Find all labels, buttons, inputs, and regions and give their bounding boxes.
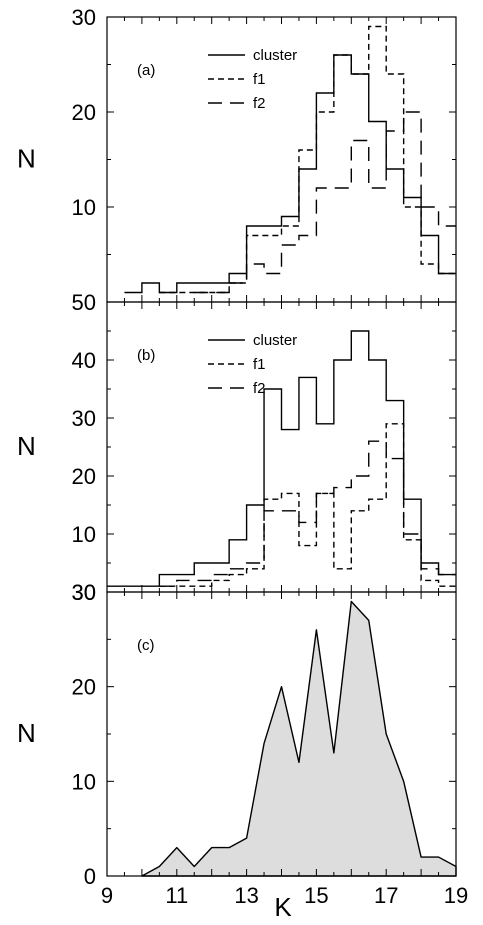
x-tick-label: 11 bbox=[165, 883, 188, 908]
panel-c: 0 10 20 30 N (c) 9 11 13 15 17 19 K bbox=[17, 580, 468, 922]
x-tick-label: 13 bbox=[234, 883, 258, 908]
y-tick-label: 20 bbox=[72, 464, 96, 489]
panel-a: cluster f1 f2 10 20 30 50 N (a) bbox=[17, 5, 457, 315]
legend-label-f1: f1 bbox=[253, 71, 266, 88]
y-axis-title: N bbox=[17, 144, 36, 174]
x-tick-label: 19 bbox=[444, 883, 468, 908]
panel-b: cluster f1 f2 10 20 30 40 30 N (b) bbox=[17, 301, 457, 605]
x-tick-label: 17 bbox=[374, 883, 398, 908]
y-tick-label: 30 bbox=[72, 580, 96, 605]
series-f1 bbox=[159, 25, 456, 294]
x-tick-label: 9 bbox=[101, 883, 113, 908]
panel-label: (b) bbox=[137, 347, 155, 364]
series-cluster bbox=[124, 54, 456, 294]
panel-label: (c) bbox=[137, 637, 155, 654]
panel-label: (a) bbox=[137, 62, 155, 79]
legend-label-f2: f2 bbox=[253, 95, 266, 112]
y-tick-label: 20 bbox=[72, 675, 96, 700]
x-axis-title: K bbox=[274, 892, 292, 922]
y-tick-label: 50 bbox=[72, 290, 96, 315]
y-axis-title: N bbox=[17, 718, 36, 748]
y-axis-title: N bbox=[17, 431, 36, 461]
y-tick-label: 10 bbox=[72, 522, 96, 547]
y-tick-label: 20 bbox=[72, 100, 96, 125]
area-series bbox=[141, 600, 457, 877]
y-tick-label: 30 bbox=[72, 580, 96, 605]
y-tick-label: 30 bbox=[72, 5, 96, 30]
series-f2 bbox=[194, 111, 456, 294]
legend-label-cluster: cluster bbox=[253, 332, 297, 349]
y-tick-label: 10 bbox=[72, 769, 96, 794]
y-tick-label: 0 bbox=[84, 864, 96, 889]
series-f2 bbox=[159, 440, 456, 587]
series-cluster bbox=[107, 330, 456, 587]
legend-label-f2: f2 bbox=[253, 380, 266, 397]
x-tick-label: 15 bbox=[304, 883, 328, 908]
y-tick-label: 40 bbox=[72, 348, 96, 373]
series-f1 bbox=[159, 423, 456, 587]
legend-label-cluster: cluster bbox=[253, 47, 297, 64]
legend-label-f1: f1 bbox=[253, 356, 266, 373]
y-tick-label: 30 bbox=[72, 406, 96, 431]
y-tick-label: 10 bbox=[72, 195, 96, 220]
